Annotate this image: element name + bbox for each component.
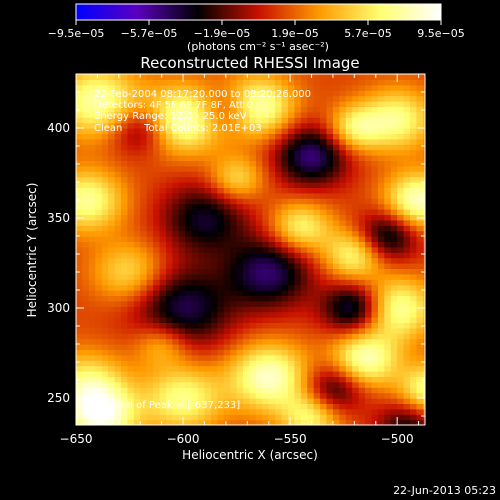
colorbar <box>75 3 442 21</box>
colorbar-tick-label: −9.5e−05 <box>48 27 105 40</box>
plot-annotations: 22-Feb-2004 08:17:20.000 to 08:20:26.000… <box>94 89 311 411</box>
y-tick-label: 300 <box>47 301 70 315</box>
colorbar-tick-label: −5.7e−05 <box>121 27 178 40</box>
colorbar-tick-labels: −9.5e−05 −5.7e−05 −1.9e−05 1.9e−05 5.7e−… <box>48 27 465 40</box>
colorbar-unit-label: (photons cm⁻² s⁻¹ asec⁻²) <box>187 40 329 53</box>
colorbar-tick-label: 9.5e−05 <box>417 27 464 40</box>
x-axis-label: Heliocentric X (arcsec) <box>182 448 318 462</box>
footer-timestamp: 22-Jun-2013 05:23 <box>393 484 496 497</box>
colorbar-tick-label: 1.9e−05 <box>271 27 318 40</box>
energy-range-annotation: Energy Range: 12.0 - 25.0 keV <box>94 111 247 122</box>
plot-frame <box>75 73 426 426</box>
x-tick-label: −500 <box>381 432 414 446</box>
time-range-annotation: 22-Feb-2004 08:17:20.000 to 08:20:26.000 <box>94 89 311 100</box>
axis-ticks <box>75 73 425 425</box>
y-tick-labels: 250 300 350 400 <box>47 121 70 405</box>
total-counts-annotation: Total Counts: 2.01E+03 <box>143 123 262 134</box>
colorbar-ticks <box>75 20 442 25</box>
detectors-annotation: Detectors: 4F 5F 6F 7F 8F, Att 0 <box>94 100 253 111</box>
x-tick-label: −550 <box>274 432 307 446</box>
chart-title: Reconstructed RHESSI Image <box>140 54 359 72</box>
peak-position-annotation: Position of Peak = [-637,233] <box>94 400 240 411</box>
heatmap-image <box>76 74 425 425</box>
y-tick-label: 400 <box>47 121 70 135</box>
y-axis-label: Heliocentric Y (arcsec) <box>25 183 39 318</box>
y-tick-label: 250 <box>47 391 70 405</box>
x-tick-labels: −650 −600 −550 −500 <box>60 432 414 446</box>
x-tick-label: −600 <box>167 432 200 446</box>
algorithm-annotation: Clean <box>94 123 122 134</box>
colorbar-tick-label: 5.7e−05 <box>344 27 391 40</box>
colorbar-tick-label: −1.9e−05 <box>194 27 251 40</box>
x-tick-label: −650 <box>60 432 93 446</box>
y-tick-label: 350 <box>47 211 70 225</box>
